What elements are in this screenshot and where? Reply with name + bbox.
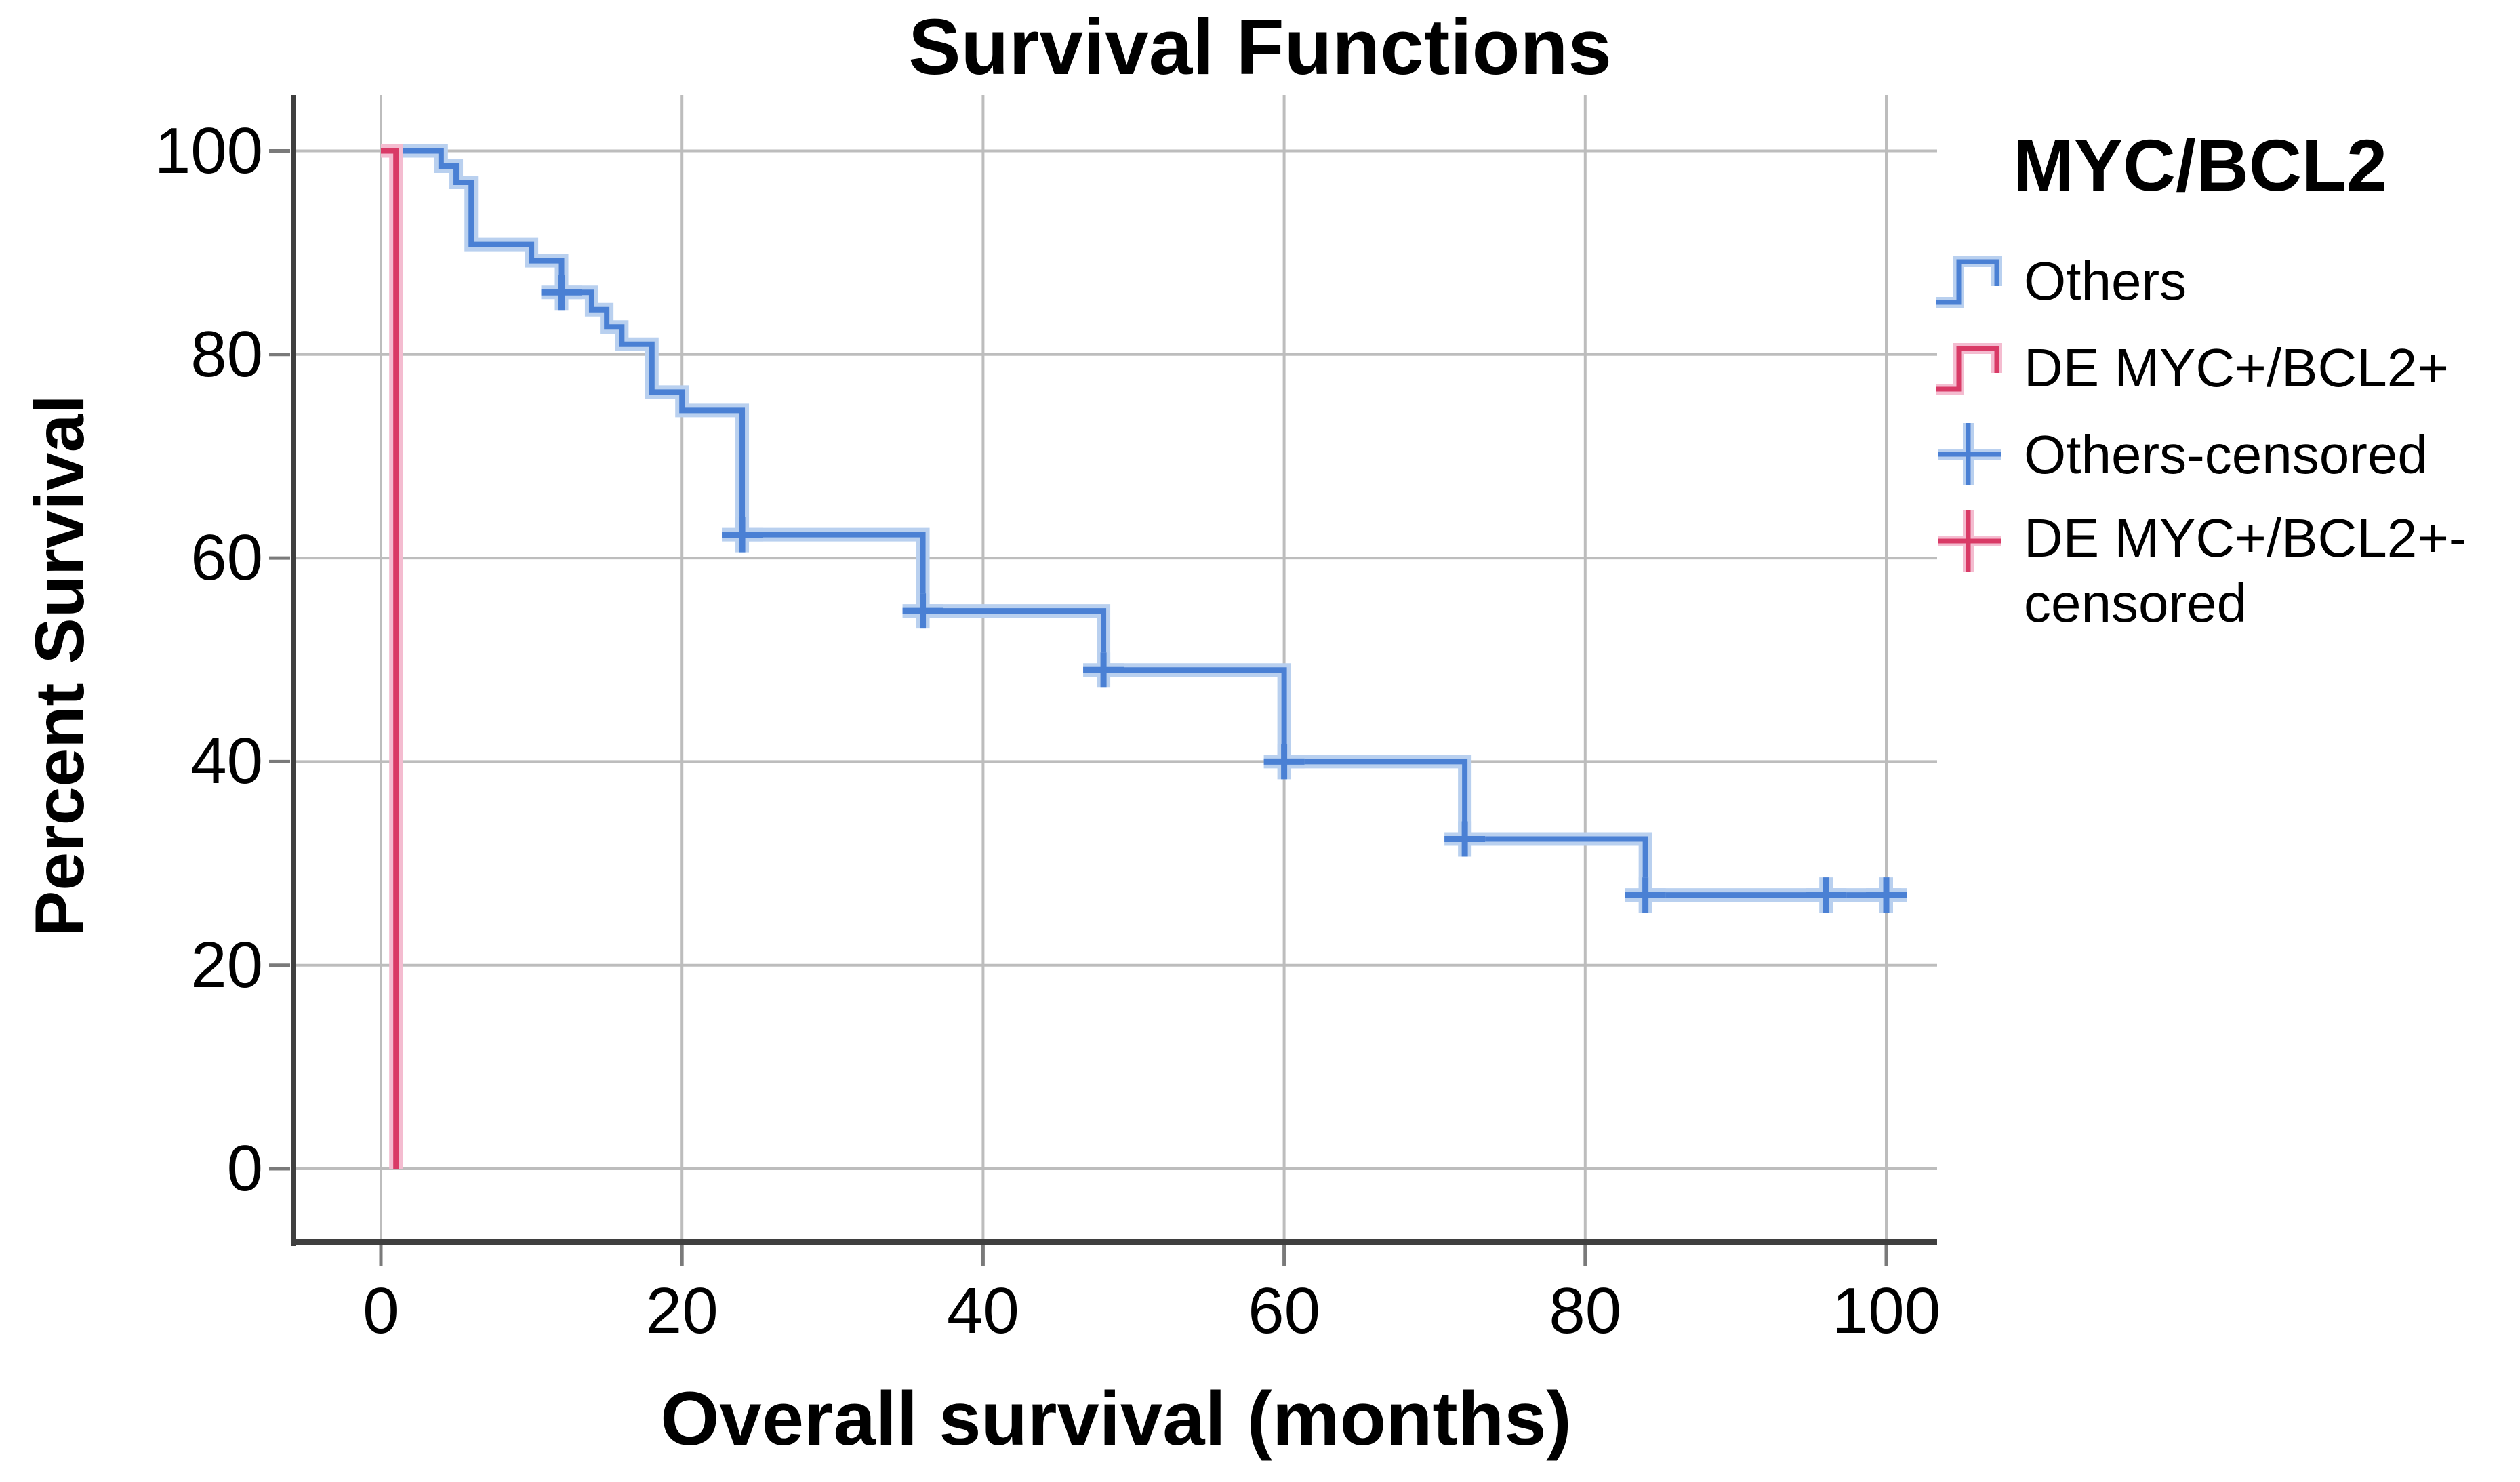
legend-item-label: Others	[2024, 251, 2187, 311]
step-line-icon	[1936, 343, 2002, 395]
legend: MYC/BCL2 Others DE MYC+/BCL2+ Others-cen…	[1933, 121, 2519, 636]
x-tick-label: 20	[645, 1275, 718, 1347]
plus-censor-icon	[1938, 510, 2001, 572]
x-tick-label: 0	[363, 1275, 399, 1347]
legend-label-line1: DE MYC+/BCL2+-	[2024, 508, 2467, 568]
legend-item-de-myc-bcl2: DE MYC+/BCL2+	[1933, 332, 2519, 404]
y-tick-label: 0	[226, 1132, 263, 1205]
survival-curve-others-halo	[381, 144, 1902, 902]
censor-mark	[1806, 877, 1847, 913]
plus-censor-icon	[1938, 423, 2001, 485]
censor-mark	[1444, 821, 1486, 857]
x-tick-label: 60	[1248, 1275, 1320, 1347]
legend-item-label: DE MYC+/BCL2+- censored	[2024, 506, 2467, 636]
censor-mark	[902, 593, 943, 629]
censor-mark	[1083, 652, 1124, 688]
censor-mark	[1866, 877, 1907, 913]
x-axis-title: Overall survival (months)	[660, 1376, 1572, 1461]
x-tick-label: 100	[1831, 1275, 1941, 1347]
y-tick-label: 20	[190, 928, 263, 1001]
step-line-icon	[1936, 256, 2002, 308]
x-tick-label: 80	[1549, 1275, 1622, 1347]
legend-item-label: DE MYC+/BCL2+	[2024, 338, 2449, 398]
y-tick-label: 80	[190, 317, 263, 390]
legend-label-line2: censored	[2024, 573, 2248, 633]
censor-mark	[1263, 744, 1305, 780]
legend-item-others-censored: Others-censored	[1933, 419, 2519, 491]
legend-title: MYC/BCL2	[2013, 124, 2388, 206]
censor-mark	[1625, 877, 1666, 913]
survival-curve-de-myc-bcl2	[381, 148, 399, 1169]
x-tick-label: 40	[947, 1275, 1019, 1347]
y-tick-label: 100	[154, 114, 263, 187]
y-tick-label: 40	[190, 725, 263, 798]
censor-mark	[722, 517, 763, 553]
legend-item-label: Others-censored	[2024, 424, 2428, 485]
legend-item-de-myc-bcl2-censored: DE MYC+/BCL2+- censored	[1933, 506, 2519, 636]
legend-item-others: Others	[1933, 245, 2519, 317]
censor-mark	[541, 275, 582, 311]
chart-title: Survival Functions	[908, 3, 1612, 91]
y-tick-label: 60	[190, 521, 263, 595]
survival-curve-others	[381, 148, 1902, 898]
legend-rows: Others DE MYC+/BCL2+ Others-censored DE …	[1933, 245, 2519, 636]
